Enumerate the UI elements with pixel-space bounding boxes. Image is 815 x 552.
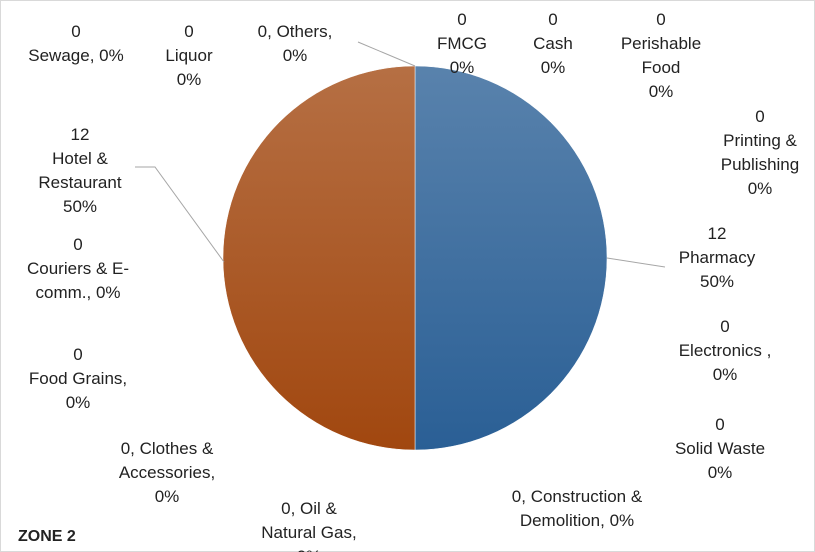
data-label: 0 Liquor 0% bbox=[149, 20, 229, 92]
category-label: FMCG bbox=[436, 34, 488, 53]
pie-slice bbox=[222, 65, 416, 451]
percent-label: 0% bbox=[712, 365, 738, 384]
data-label: 0 Cash 0% bbox=[513, 8, 593, 80]
data-label: 0, Construction & Demolition, 0% bbox=[511, 487, 643, 530]
data-label: 0, Clothes & Accessories, 0% bbox=[118, 439, 216, 506]
category-label: Pharmacy bbox=[678, 248, 756, 267]
value-label: 12 bbox=[707, 224, 727, 243]
value-label: 0 bbox=[71, 22, 81, 41]
data-label: 12 Pharmacy 50% bbox=[662, 222, 772, 294]
category-label: Oil & Natural Gas bbox=[261, 499, 352, 542]
percent-label: 0% bbox=[154, 487, 180, 506]
percent-label: 0% bbox=[297, 547, 322, 552]
category-label: Couriers & E-comm. bbox=[26, 259, 130, 302]
percent-label: 0% bbox=[95, 283, 121, 302]
percent-label: 0% bbox=[540, 58, 566, 77]
value-label: 0 bbox=[184, 22, 194, 41]
category-label: Printing & Publishing bbox=[720, 131, 800, 174]
data-label: 0 Electronics , 0% bbox=[678, 317, 772, 384]
data-label: 0 Couriers & E-comm., 0% bbox=[26, 235, 130, 302]
percent-label: 50% bbox=[62, 197, 98, 216]
leader-line bbox=[135, 166, 225, 263]
percent-label: 0% bbox=[176, 70, 202, 89]
percent-label: 0% bbox=[99, 46, 124, 65]
data-label: 0, Others, 0% bbox=[257, 22, 333, 65]
category-label: Construction & Demolition bbox=[519, 487, 643, 530]
data-label: 0 Printing & Publishing 0% bbox=[705, 105, 815, 201]
value-label: 0 bbox=[257, 22, 268, 41]
data-label: 12 Hotel & Restaurant 50% bbox=[20, 123, 140, 219]
value-label: 0 bbox=[73, 345, 83, 364]
value-label: 0 bbox=[120, 439, 131, 458]
value-label: 0 bbox=[73, 235, 83, 254]
percent-label: 0% bbox=[648, 82, 674, 101]
data-label: 0 Food Grains, 0% bbox=[28, 345, 128, 412]
data-label: 0 Perishable Food 0% bbox=[611, 8, 711, 104]
category-label: Sewage bbox=[28, 46, 90, 65]
value-label: 0 bbox=[457, 10, 467, 29]
chart-title: ZONE 2 bbox=[18, 528, 76, 545]
data-label: 0, Oil & Natural Gas, 0% bbox=[254, 497, 364, 552]
value-label: 0 bbox=[720, 317, 730, 336]
percent-label: 50% bbox=[699, 272, 735, 291]
value-label: 0 bbox=[715, 415, 725, 434]
percent-label: 0% bbox=[65, 393, 91, 412]
pie-slice bbox=[414, 65, 608, 451]
category-label: Solid Waste bbox=[674, 439, 766, 458]
category-label: Food Grains bbox=[28, 369, 123, 388]
category-label: Electronics bbox=[678, 341, 762, 360]
category-label: Perishable Food bbox=[620, 34, 702, 77]
category-label: Hotel & Restaurant bbox=[38, 149, 122, 192]
percent-label: 0% bbox=[282, 46, 308, 65]
leader-line bbox=[606, 257, 666, 268]
percent-label: 0% bbox=[449, 58, 475, 77]
category-label: Liquor bbox=[165, 46, 213, 65]
value-label: 12 bbox=[70, 125, 90, 144]
percent-label: 0% bbox=[707, 463, 733, 482]
leader-line bbox=[357, 41, 416, 67]
percent-label: 0% bbox=[609, 511, 635, 530]
category-label: Cash bbox=[533, 34, 573, 53]
value-label: 0 bbox=[281, 499, 291, 518]
percent-label: 0% bbox=[747, 179, 773, 198]
value-label: 0 bbox=[511, 487, 522, 506]
category-label: Others bbox=[276, 22, 328, 41]
value-label: 0 bbox=[755, 107, 765, 126]
data-label: 0 Solid Waste 0% bbox=[660, 413, 780, 485]
data-label: 0 Sewage, 0% bbox=[28, 22, 124, 65]
category-label: Clothes & Accessories bbox=[118, 439, 214, 482]
value-label: 0 bbox=[656, 10, 666, 29]
data-label: 0 FMCG 0% bbox=[417, 8, 507, 80]
value-label: 0 bbox=[548, 10, 558, 29]
